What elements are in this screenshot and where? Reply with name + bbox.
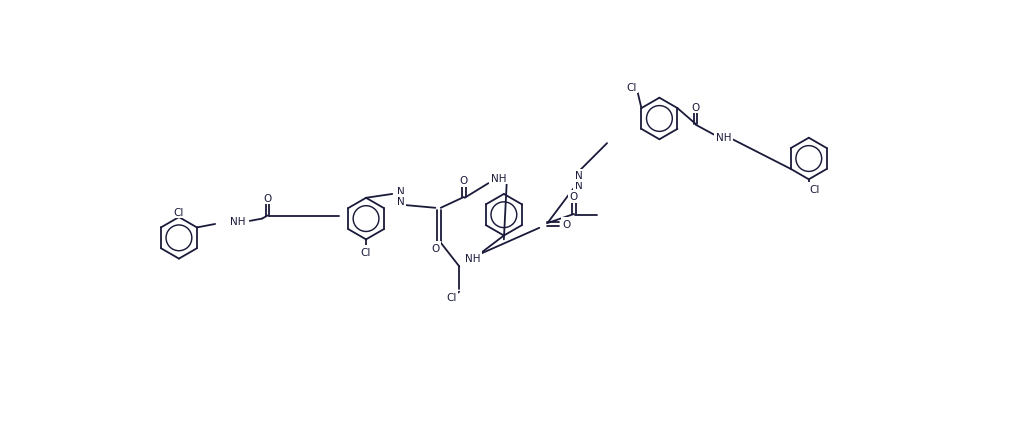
Text: Cl: Cl	[810, 184, 820, 194]
Text: N: N	[397, 187, 404, 197]
Text: NH: NH	[715, 132, 731, 143]
Text: O: O	[431, 243, 439, 253]
Text: N: N	[574, 171, 582, 181]
Text: O: O	[562, 219, 570, 230]
Text: O: O	[263, 194, 272, 203]
Text: Cl: Cl	[627, 83, 637, 93]
Text: Cl: Cl	[447, 292, 457, 302]
Text: O: O	[570, 192, 578, 202]
Text: N: N	[574, 181, 582, 191]
Text: Cl: Cl	[361, 247, 371, 257]
Text: NH: NH	[464, 253, 481, 263]
Text: NH: NH	[229, 216, 245, 226]
Text: O: O	[460, 176, 468, 186]
Text: Cl: Cl	[174, 207, 184, 217]
Text: NH: NH	[491, 173, 506, 183]
Text: O: O	[691, 103, 700, 113]
Text: N: N	[397, 197, 404, 206]
